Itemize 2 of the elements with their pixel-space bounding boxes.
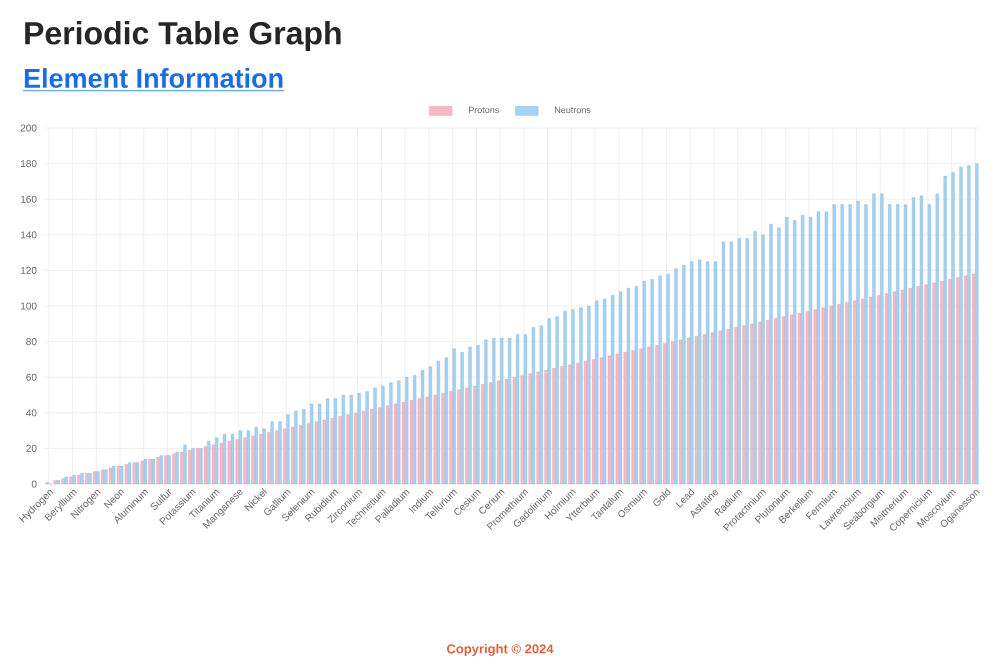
chart-title: Periodic Table Graph (25, 21, 341, 51)
chart-subtitle: Element Information (24, 68, 283, 88)
